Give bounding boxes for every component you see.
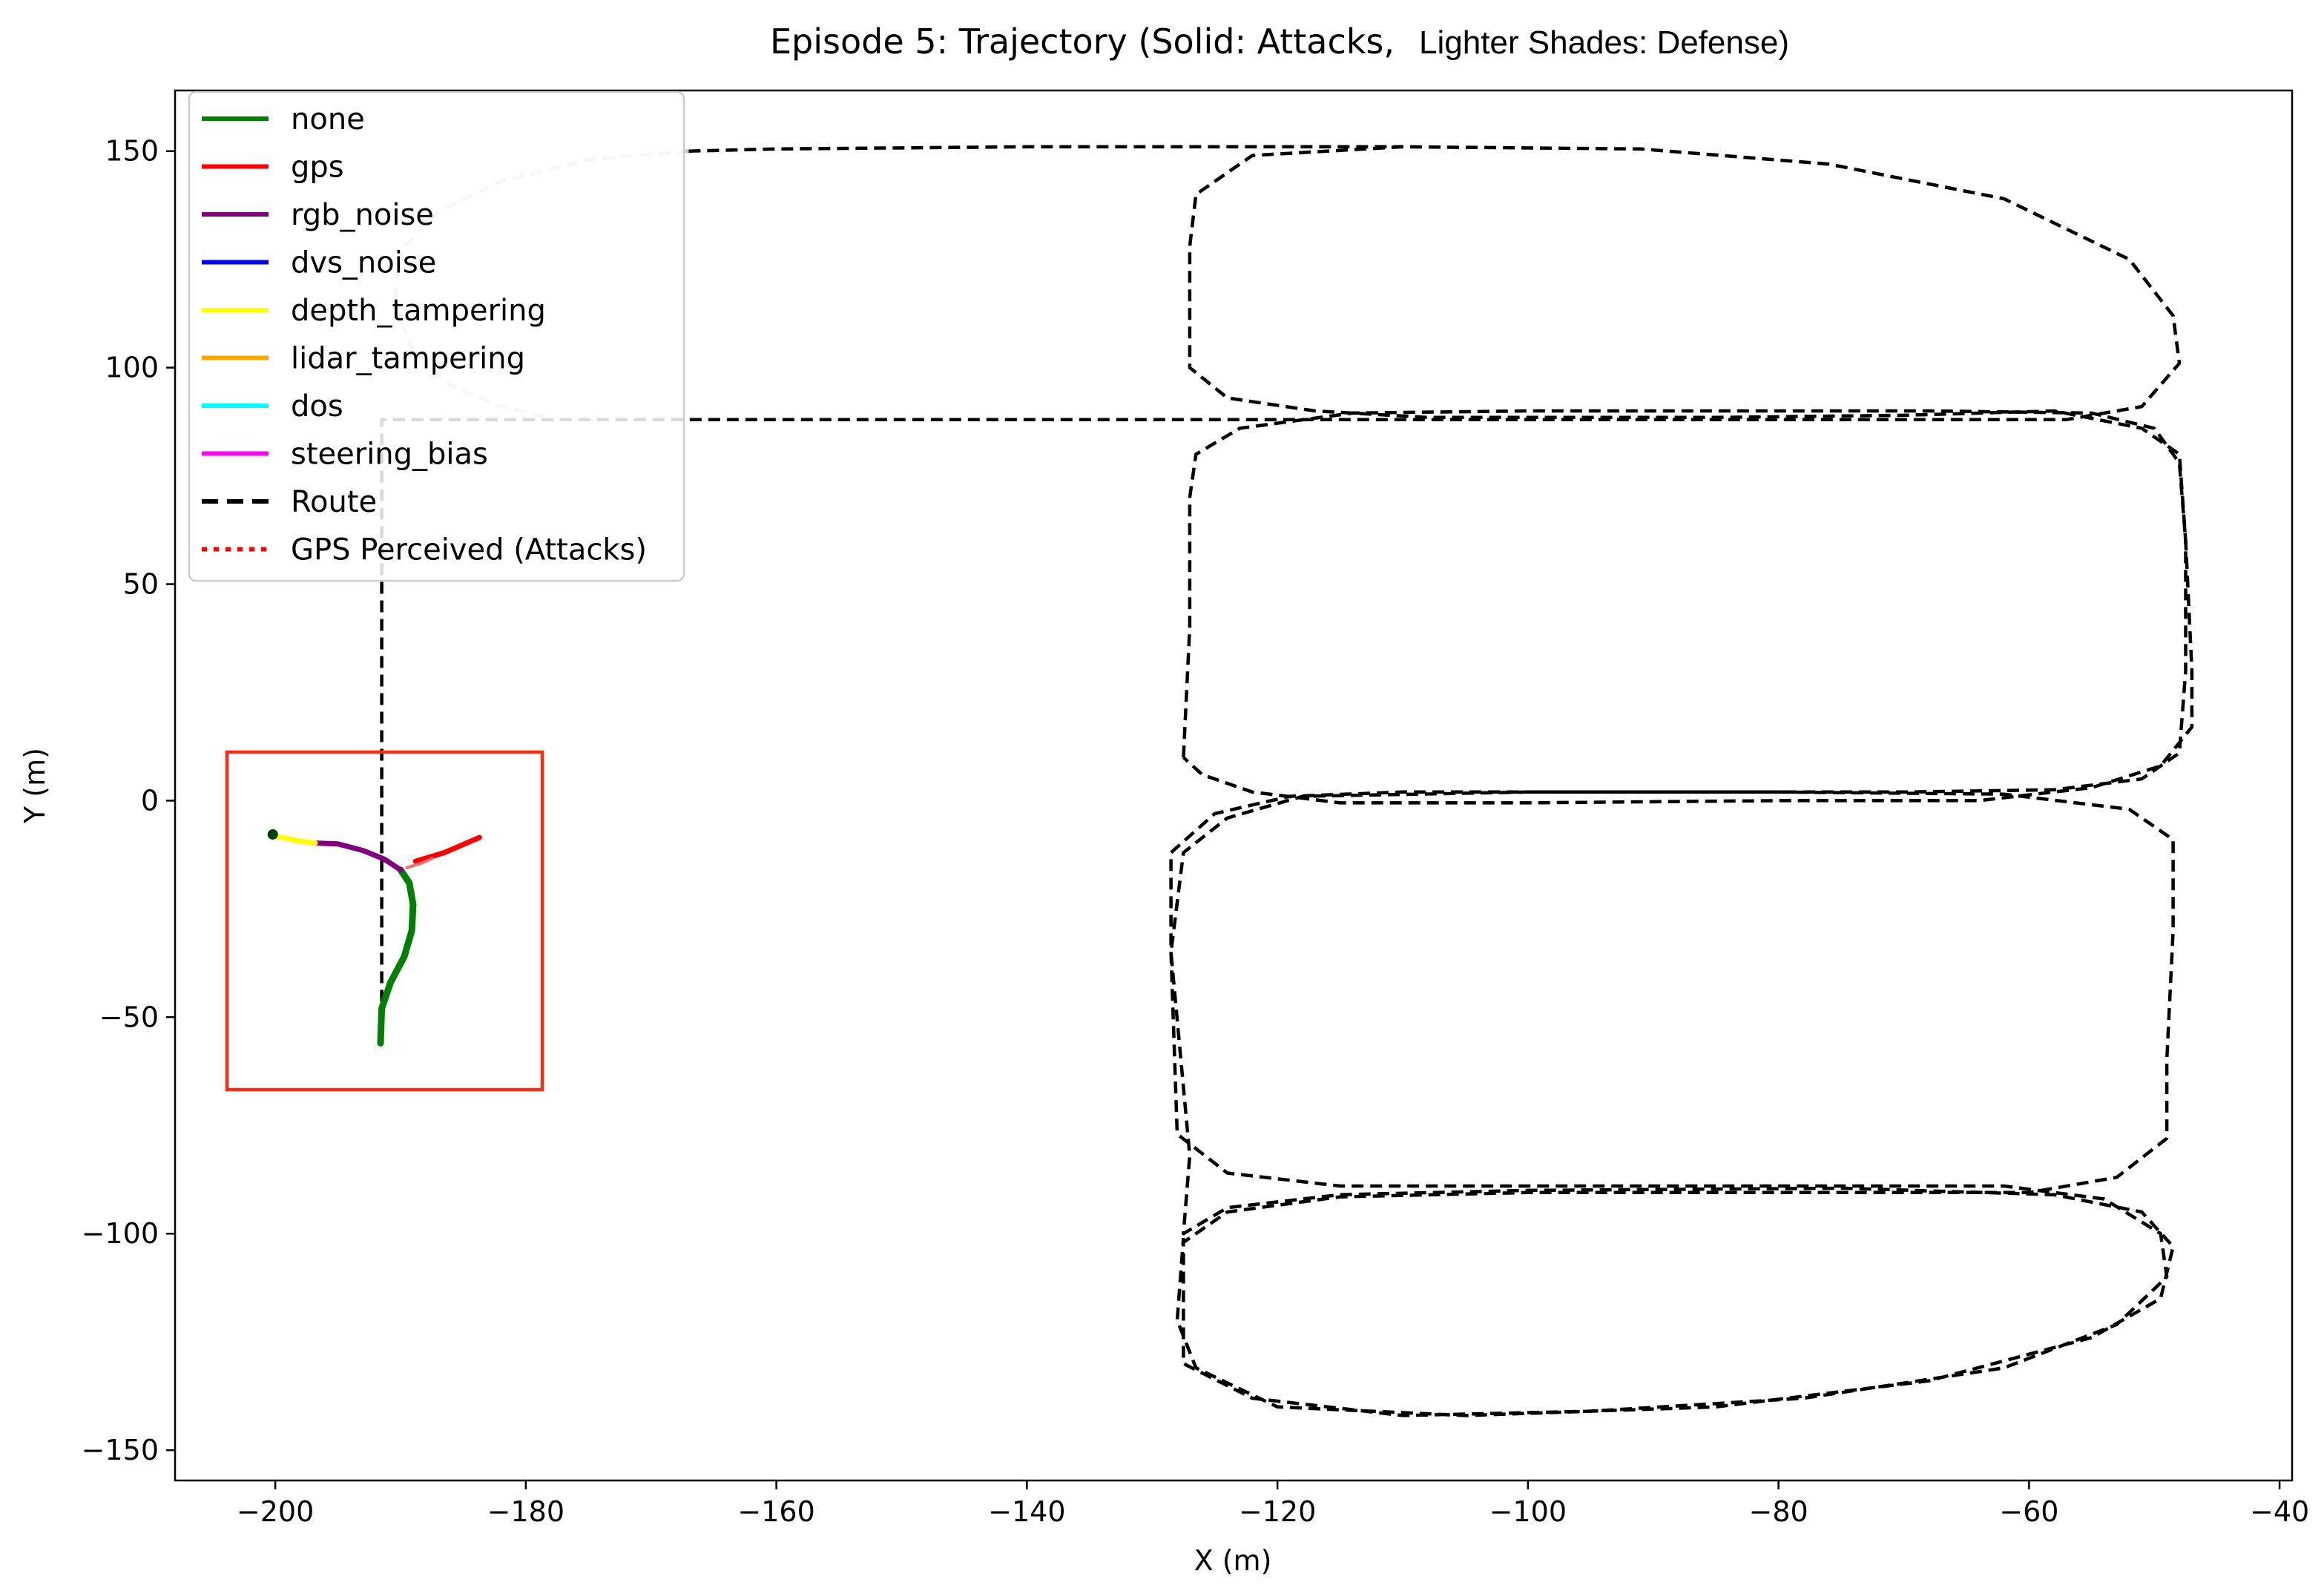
x-tick-label: −140 [988, 1495, 1065, 1528]
x-axis-label: X (m) [1194, 1544, 1272, 1577]
y-tick-label: −50 [99, 1001, 159, 1033]
y-tick-label: 0 [141, 784, 159, 817]
y-tick-label: −150 [82, 1434, 159, 1466]
legend-label: rgb_noise [291, 198, 434, 232]
chart-subtitle: Lighter Shades: Defense) [1419, 24, 1789, 61]
x-tick-label: −80 [1749, 1495, 1808, 1528]
legend: none gps rgb_noise dvs_noise depth_tampering… [188, 90, 685, 582]
highlight-box [225, 750, 544, 1092]
y-tick-label: 100 [105, 352, 159, 384]
x-tick-label: −120 [1239, 1495, 1316, 1528]
series-gps [412, 834, 482, 864]
x-tick-label: −200 [237, 1495, 314, 1528]
x-tick-label: −180 [487, 1495, 564, 1528]
x-tick-label: −60 [1999, 1495, 2058, 1528]
legend-box [188, 90, 685, 582]
y-axis-label: Y (m) [19, 748, 51, 824]
legend-label: dvs_noise [291, 246, 436, 280]
axes-frame [174, 89, 2294, 1482]
route-top-segment [688, 145, 1403, 153]
legend-label: gps [291, 151, 344, 185]
series-none [377, 866, 417, 1047]
series-depth-tampering [269, 832, 318, 846]
legend-label: depth_tampering [291, 294, 546, 328]
y-tick-label: 50 [123, 568, 159, 601]
series-gps-perceived-attacks- [405, 857, 434, 869]
start-marker [267, 829, 278, 840]
legend-label: Route [291, 485, 377, 519]
legend-label: GPS Perceived (Attacks) [291, 533, 647, 567]
x-tick-label: −40 [2250, 1495, 2309, 1528]
legend-label: dos [291, 389, 343, 424]
legend-label: lidar_tampering [291, 342, 525, 376]
legend-label: steering_bias [291, 438, 488, 472]
route-line [380, 145, 2188, 1417]
y-tick-label: −100 [82, 1217, 159, 1250]
series-rgb-noise [312, 840, 404, 873]
x-tick-label: −160 [737, 1495, 814, 1528]
legend-label: none [291, 102, 365, 136]
y-tick-label: 150 [105, 135, 159, 168]
x-tick-label: −100 [1489, 1495, 1567, 1528]
route-loop [1182, 409, 2194, 805]
chart-title: Episode 5: Trajectory (Solid: Attacks, [770, 22, 1395, 62]
tick-layer: −200 −180 −160 −140 −120 −100 −80 −60 −40 −150 −10… [82, 135, 2310, 1528]
